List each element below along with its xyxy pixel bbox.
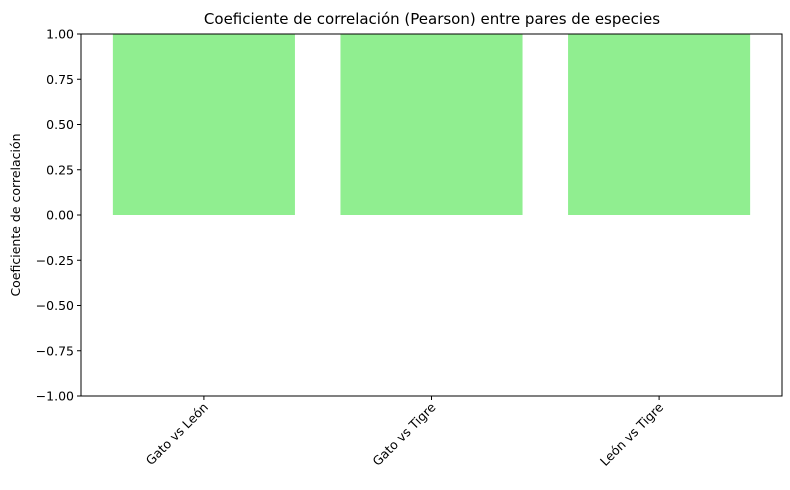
y-axis-label: Coeficiente de correlación xyxy=(8,133,23,296)
plot-frame xyxy=(80,33,783,397)
y-tick-label: 1.00 xyxy=(46,27,74,42)
x-axis-ticks: Gato vs León Gato vs Tigre León vs Tigre xyxy=(143,396,667,469)
y-tick-label: −0.50 xyxy=(36,298,74,313)
y-tick-label: −0.75 xyxy=(36,343,74,358)
chart-title: Coeficiente de correlación (Pearson) ent… xyxy=(204,10,660,28)
bar xyxy=(568,34,751,215)
y-tick-label: 0.50 xyxy=(46,117,74,132)
y-axis-ticks: −1.00 −0.75 −0.50 −0.25 0.00 0.25 0.50 0.75 1.00 xyxy=(36,27,81,404)
y-tick-label: 0.25 xyxy=(46,162,74,177)
x-tick-label: Gato vs Tigre xyxy=(369,399,438,468)
bars xyxy=(112,34,751,215)
x-tick-label: Gato vs León xyxy=(143,400,211,468)
y-tick-label: −1.00 xyxy=(36,389,74,404)
y-tick-label: 0.75 xyxy=(46,72,74,87)
y-tick-label: 0.00 xyxy=(46,208,74,223)
bar xyxy=(340,34,523,215)
y-tick-label: −0.25 xyxy=(36,253,74,268)
bar xyxy=(112,34,295,215)
x-tick-label: León vs Tigre xyxy=(597,399,667,469)
